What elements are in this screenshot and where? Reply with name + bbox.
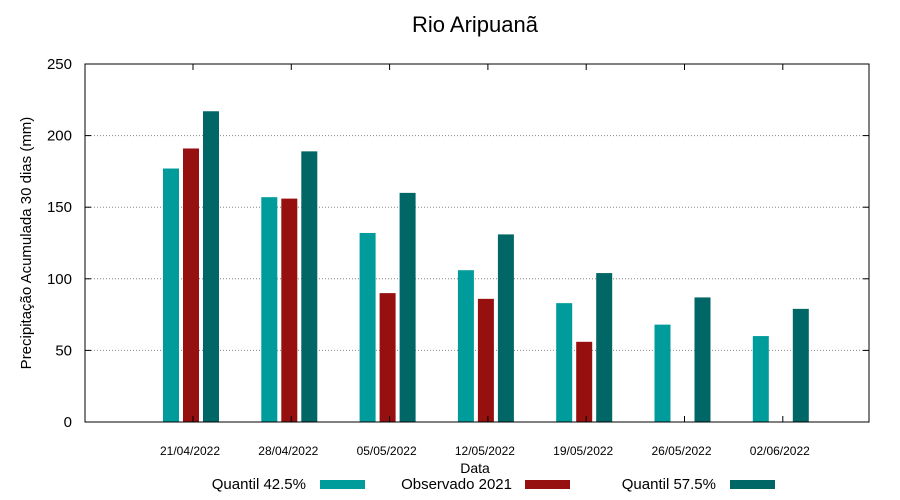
x-tick-label: 21/04/2022	[160, 444, 220, 458]
bar-1-1	[281, 198, 298, 422]
bar-2-2	[399, 192, 416, 422]
legend-label: Observado 2021	[401, 476, 512, 493]
plot-frame	[84, 63, 870, 423]
legend-swatch	[320, 480, 365, 489]
x-tick-label: 28/04/2022	[258, 444, 318, 458]
bar-2-3	[497, 234, 514, 422]
x-axis-label: Data	[460, 460, 490, 476]
bar-2-6	[792, 308, 809, 422]
legend-swatch	[730, 480, 775, 489]
bars	[163, 111, 809, 423]
bar-2-5	[694, 297, 711, 422]
grid-lines	[85, 135, 869, 351]
y-tick-label: 150	[47, 199, 72, 216]
x-tick-label: 02/06/2022	[750, 444, 810, 458]
bar-1-0	[183, 148, 199, 422]
y-tick-label: 100	[47, 271, 72, 288]
legend-label: Quantil 42.5%	[212, 476, 306, 493]
x-tick-label: 19/05/2022	[553, 444, 613, 458]
x-tick-label: 12/05/2022	[455, 444, 515, 458]
bar-1-3	[477, 298, 494, 422]
x-tick-label: 26/05/2022	[651, 444, 711, 458]
y-tick-label: 250	[47, 56, 72, 73]
bar-0-1	[261, 197, 278, 422]
bar-1-2	[379, 293, 396, 422]
y-axis-ticks: 0 50 100 150 200 250	[47, 56, 869, 431]
y-axis-label: Precipitação Acumulada 30 dias (mm)	[18, 117, 35, 370]
bar-1-4	[576, 341, 593, 422]
y-tick-label: 0	[64, 414, 72, 431]
bar-2-1	[301, 151, 318, 423]
x-tick-label: 05/05/2022	[357, 444, 417, 458]
x-axis-ticks: 21/04/2022 28/04/2022 05/05/2022 12/05/2022…	[160, 64, 810, 458]
legend-label: Quantil 57.5%	[622, 476, 716, 493]
bar-0-4	[556, 303, 573, 422]
legend-swatch	[525, 480, 570, 489]
bar-0-6	[752, 336, 769, 422]
y-tick-label: 50	[55, 342, 72, 359]
bar-0-5	[654, 324, 671, 422]
bar-0-0	[163, 168, 179, 422]
bar-0-2	[359, 232, 376, 422]
bar-2-4	[596, 273, 613, 422]
chart-title: Rio Aripuanã	[412, 12, 539, 37]
legend: Quantil 42.5% Observado 2021 Quantil 57.5%	[212, 476, 775, 493]
y-tick-label: 200	[47, 128, 72, 145]
bar-0-3	[457, 270, 474, 422]
bar-2-0	[203, 111, 219, 423]
